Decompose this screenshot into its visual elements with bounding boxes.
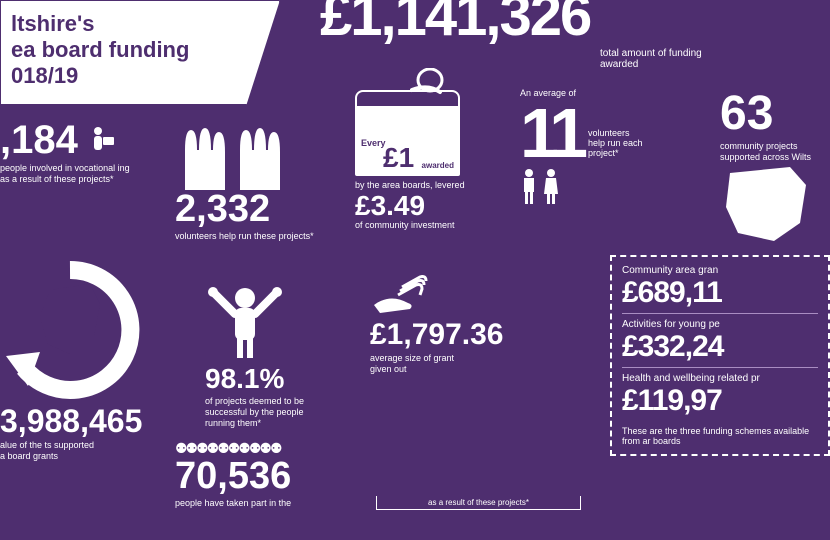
grants-panel: Community area gran £689,11 Activities f… bbox=[610, 255, 830, 456]
reading-person-icon bbox=[86, 125, 116, 155]
title-line3: 018/19 bbox=[11, 63, 259, 89]
stat-avg-volunteers: An average of 11 volunteers help run eac… bbox=[520, 88, 670, 204]
stat-avg-grant: £1,797.36 average size of grant given ou… bbox=[370, 275, 550, 375]
success-number: 98.1% bbox=[205, 365, 375, 393]
stat-success: 98.1% of projects deemed to be successfu… bbox=[205, 280, 375, 428]
grant-row3-label: Health and wellbeing related pr bbox=[622, 373, 818, 384]
stat-volunteers: 2,332 volunteers help run these projects… bbox=[175, 120, 335, 242]
total-caption: total amount of funding awarded bbox=[600, 48, 710, 70]
title-banner: ltshire's ea board funding 018/19 bbox=[0, 0, 280, 105]
globe-arrow-icon bbox=[0, 387, 140, 404]
success-desc: of projects deemed to be successful by t… bbox=[205, 396, 325, 428]
stat-county: 63 community projects supported across W… bbox=[720, 90, 830, 248]
takenpart-number: 70,536 bbox=[175, 457, 355, 495]
vocational-number: ,184 bbox=[0, 118, 78, 162]
grants-note: These are the three funding schemes avai… bbox=[622, 426, 818, 446]
grant-row2-value: £332,24 bbox=[622, 330, 818, 368]
total-amount: £1,141,326 bbox=[320, 0, 590, 49]
celebrate-person-icon bbox=[205, 347, 285, 364]
ballot-ofline: of community investment bbox=[355, 220, 515, 230]
county-number: 63 bbox=[720, 90, 830, 138]
volunteers-number: 2,332 bbox=[175, 190, 335, 228]
avg-grant-number: £1,797.36 bbox=[370, 320, 550, 350]
title-line1: ltshire's bbox=[11, 11, 259, 37]
takenpart-desc: people have taken part in the bbox=[175, 498, 355, 509]
volunteers-desc: volunteers help run these projects* bbox=[175, 231, 335, 242]
county-desc: community projects supported across Wilt… bbox=[720, 141, 830, 163]
ballot-byline: by the area boards, levered bbox=[355, 180, 515, 190]
grant-row2-label: Activities for young pe bbox=[622, 319, 818, 330]
giving-hands-icon bbox=[370, 302, 450, 319]
ballot-card: Every £1 awarded bbox=[355, 106, 460, 176]
exercise-footer: as a result of these projects* bbox=[376, 496, 581, 510]
vocational-desc: people involved in vocational ing as a r… bbox=[0, 163, 130, 185]
stat-vocational: ,184 people involved in vocational ing a… bbox=[0, 120, 130, 185]
stat-takenpart: ⚉⚉⚉⚉⚉⚉⚉⚉⚉⚉ 70,536 people have taken part… bbox=[175, 440, 355, 509]
globe-desc: alue of the ts supported a board grants bbox=[0, 440, 100, 462]
raised-hands-icon bbox=[175, 120, 335, 195]
stat-globe: 3,988,465 alue of the ts supported a boa… bbox=[0, 260, 165, 462]
ballot-levered: £3.49 bbox=[355, 192, 515, 220]
avg-number: 11 bbox=[520, 98, 582, 168]
grant-row3-value: £119,97 bbox=[622, 384, 818, 421]
globe-number: 3,988,465 bbox=[0, 405, 165, 437]
awarded-label: awarded bbox=[422, 161, 454, 170]
pound1-value: £1 bbox=[383, 142, 414, 174]
stat-ballot: Every £1 awarded by the area boards, lev… bbox=[355, 90, 515, 230]
two-people-icon bbox=[520, 168, 670, 204]
avg-grant-desc: average size of grant given out bbox=[370, 353, 460, 375]
title-line2: ea board funding bbox=[11, 37, 259, 63]
every-label: Every bbox=[361, 138, 386, 148]
grant-row1-label: Community area gran bbox=[622, 265, 818, 276]
county-map-icon bbox=[720, 230, 810, 247]
avg-side: volunteers help run each project* bbox=[588, 128, 648, 158]
grant-row1-value: £689,11 bbox=[622, 276, 818, 314]
